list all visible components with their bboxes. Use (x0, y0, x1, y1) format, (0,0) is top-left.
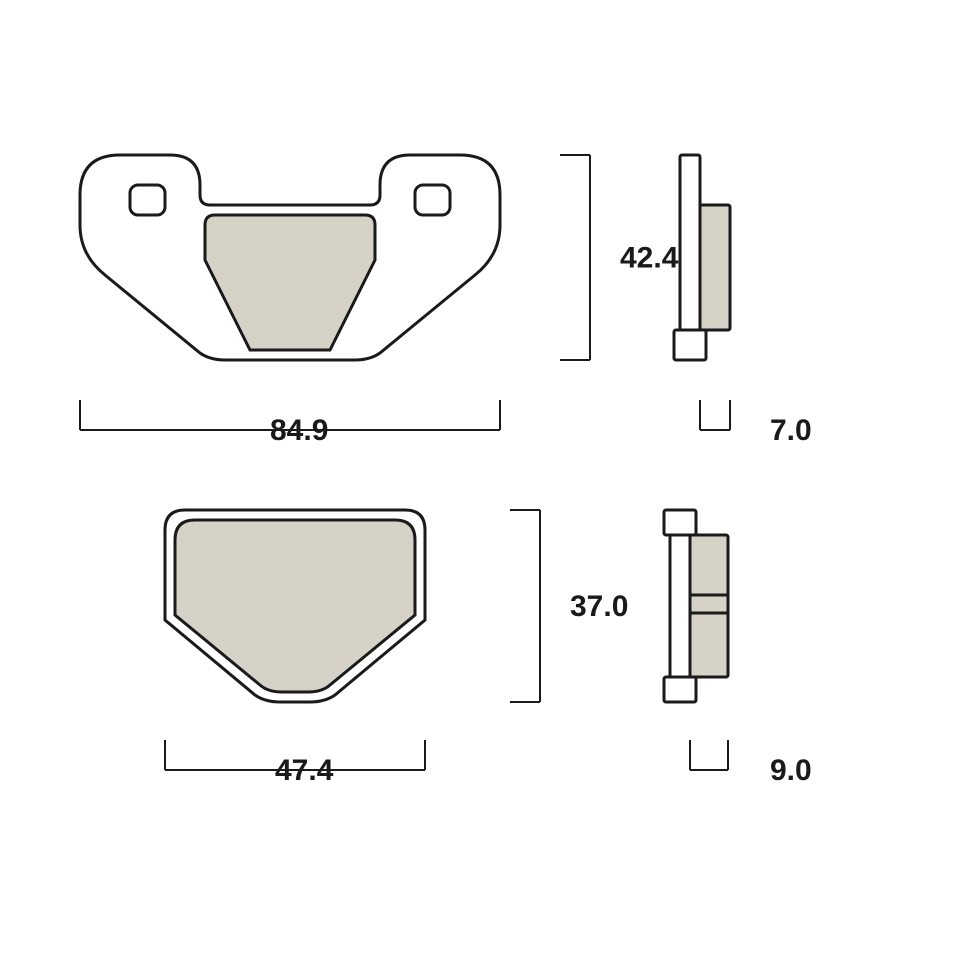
pad-bottom-side (664, 510, 728, 702)
brake-pad-dimension-drawing: 84.9 42.4 7.0 47.4 37.0 9.0 (0, 0, 960, 960)
pad-bottom-friction (175, 520, 415, 692)
pad-bottom: 47.4 37.0 9.0 (165, 510, 812, 787)
dim-bottom-height: 37.0 (570, 590, 628, 623)
dim-top-thickness: 7.0 (770, 414, 812, 447)
dim-bottom-thickness: 9.0 (770, 754, 812, 787)
pad-top-side (674, 155, 730, 360)
pad-top: 84.9 42.4 7.0 (80, 155, 812, 447)
dim-top-height: 42.4 (620, 242, 679, 275)
dim-bottom-width: 47.4 (275, 754, 334, 787)
dim-top-width: 84.9 (270, 414, 328, 447)
